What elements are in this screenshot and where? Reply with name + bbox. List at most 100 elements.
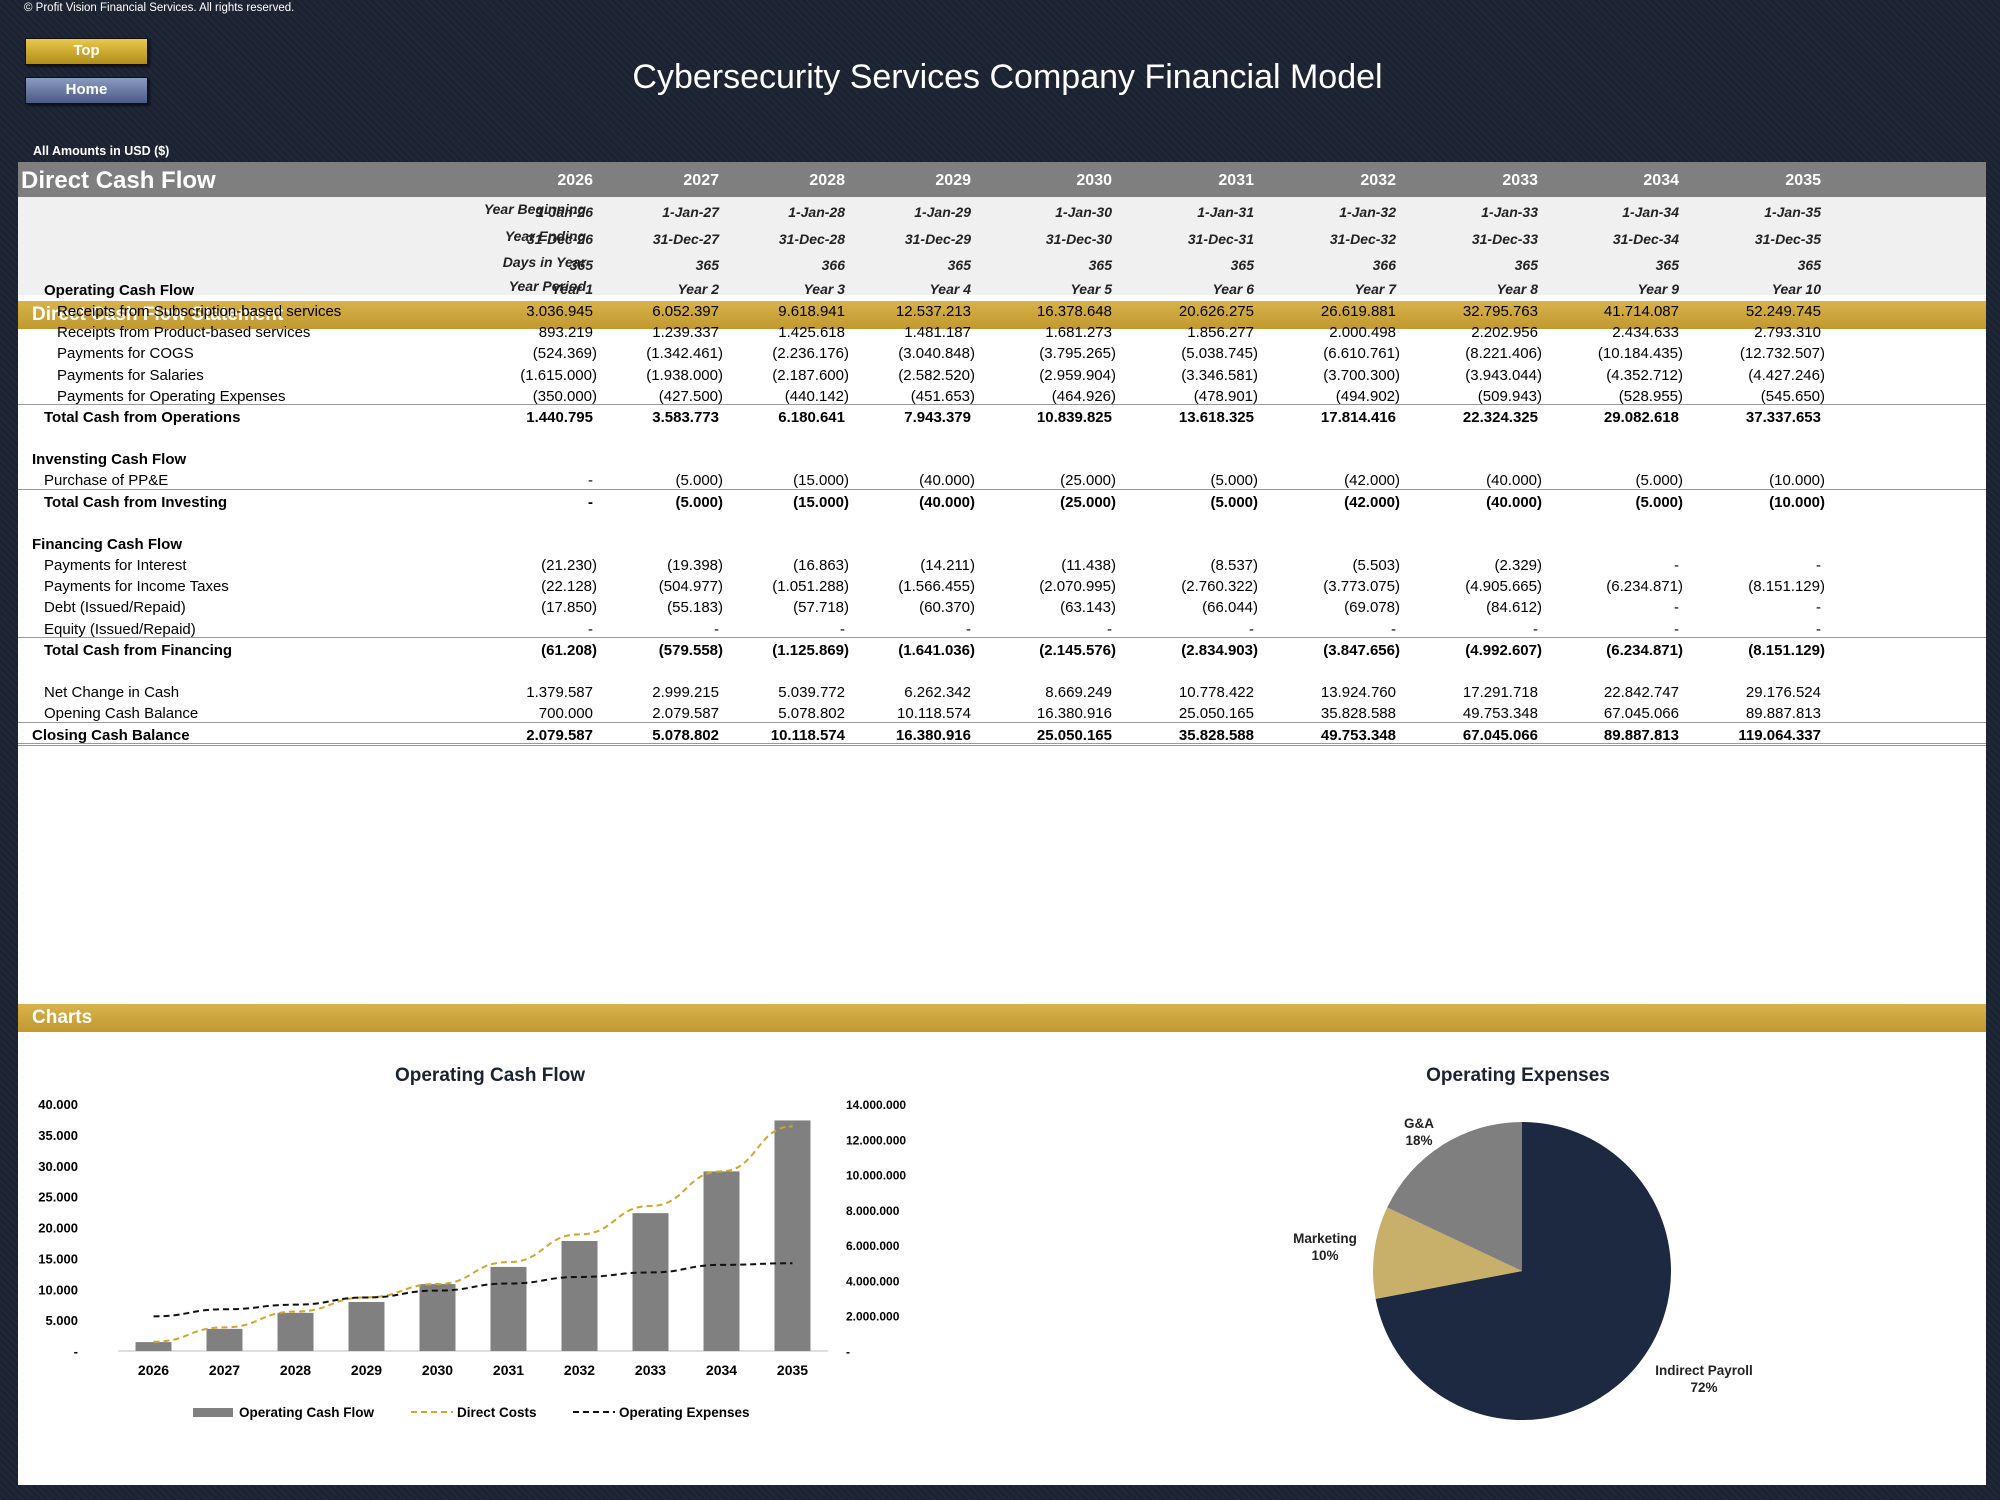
row-value: (40.000) xyxy=(919,494,975,511)
year-header-cell: 2030 xyxy=(1076,172,1112,189)
row-value: (6.610.761) xyxy=(1323,345,1400,363)
row-separator xyxy=(18,404,1986,405)
row-value: 37.337.653 xyxy=(1745,409,1821,426)
row-value: (15.000) xyxy=(793,472,849,489)
row-value: (545.650) xyxy=(1760,387,1825,405)
pie-slice xyxy=(1387,1122,1522,1271)
table-row: Opening Cash Balance 700.000 2.079.587 5.07… xyxy=(18,701,1986,728)
meta-cell: 1-Jan-32 xyxy=(1339,204,1396,220)
row-value: 6.262.342 xyxy=(904,684,971,701)
left-axis-tick-label: 40.000 xyxy=(38,1097,78,1112)
row-value: (14.211) xyxy=(920,557,975,574)
bar-operating-cash-flow xyxy=(277,1312,314,1351)
row-value: 10.778.422 xyxy=(1178,684,1254,701)
row-value: 49.753.348 xyxy=(1462,705,1538,722)
category-label: 2034 xyxy=(706,1362,737,1378)
pie-slice xyxy=(1375,1122,1671,1420)
row-value: - xyxy=(1107,620,1112,638)
row-value: 22.324.325 xyxy=(1462,409,1538,426)
row-value: (4.905.665) xyxy=(1465,578,1542,596)
row-value: (8.221.406) xyxy=(1465,345,1542,363)
meta-cell: 365 xyxy=(1088,257,1112,273)
year-header-cell: 2026 xyxy=(557,172,593,189)
year-header-cell: 2032 xyxy=(1360,172,1396,189)
meta-cell: Year 1 xyxy=(551,281,593,297)
meta-cell: 31-Dec-34 xyxy=(1612,231,1679,247)
left-axis-tick-label: 30.000 xyxy=(38,1159,78,1174)
meta-cell: Year 10 xyxy=(1771,281,1821,297)
table-row: Payments for COGS (524.369) (1.342.461) (2.… xyxy=(18,341,1986,368)
right-axis-tick-label: 12.000.000 xyxy=(846,1133,906,1147)
row-value: 2.079.587 xyxy=(526,727,593,744)
legend-label: Operating Expenses xyxy=(619,1405,750,1420)
left-axis-tick-label: 20.000 xyxy=(38,1221,78,1236)
row-value: - xyxy=(1674,599,1679,617)
row-value: 16.378.648 xyxy=(1036,303,1112,320)
chart-title-operating-cash-flow: Operating Cash Flow xyxy=(394,1065,586,1086)
row-value: (528.955) xyxy=(1618,387,1683,405)
meta-cell: 365 xyxy=(1797,257,1821,273)
meta-cell: Year 5 xyxy=(1070,281,1112,297)
meta-cell: 31-Dec-30 xyxy=(1045,231,1112,247)
meta-cell: Year 2 xyxy=(677,281,719,297)
legend-label: Direct Costs xyxy=(457,1405,537,1420)
spreadsheet: Direct Cash Flow 2026 2027 2028 2029 2030 203… xyxy=(18,162,1986,1485)
row-value: 35.828.588 xyxy=(1178,727,1254,744)
meta-label: Year Ending xyxy=(504,228,586,244)
bar-operating-cash-flow xyxy=(703,1171,740,1351)
row-value: 67.045.066 xyxy=(1603,705,1679,722)
table-row: Total Cash from Financing (61.208) (579.55… xyxy=(18,638,1986,665)
row-value: - xyxy=(1249,620,1254,638)
home-button[interactable]: Home xyxy=(25,77,148,104)
row-value: (84.612) xyxy=(1486,599,1542,617)
meta-cell: 365 xyxy=(1230,257,1254,273)
table-row: Financing Cash Flow xyxy=(18,532,1986,559)
table-row: Total Cash from Investing - (5.000) (15.000… xyxy=(18,490,1986,517)
table-row: Equity (Issued/Repaid) - - - - - - - - - - xyxy=(18,617,1986,644)
row-label: Payments for Salaries xyxy=(57,366,204,384)
row-value: - xyxy=(588,494,593,511)
row-value: (17.850) xyxy=(541,599,597,617)
row-value: 5.039.772 xyxy=(778,684,845,701)
row-label: Invensting Cash Flow xyxy=(32,451,187,468)
row-value: (2.236.176) xyxy=(772,345,849,363)
pie-slice xyxy=(1373,1207,1522,1299)
bar-operating-cash-flow xyxy=(206,1328,243,1351)
meta-cell: 31-Dec-26 xyxy=(526,231,593,247)
row-value: - xyxy=(1816,620,1821,638)
meta-cell: 1-Jan-27 xyxy=(662,204,719,220)
row-value: 700.000 xyxy=(538,705,593,722)
row-value: (10.000) xyxy=(1769,472,1825,489)
bar-operating-cash-flow xyxy=(490,1266,527,1351)
row-value: 41.714.087 xyxy=(1603,303,1679,320)
row-value: (4.427.246) xyxy=(1748,366,1825,384)
row-value: 10.839.825 xyxy=(1036,409,1112,426)
year-header-cell: 2033 xyxy=(1502,172,1538,189)
row-value: (3.040.848) xyxy=(898,345,975,363)
section-title: Direct Cash Flow xyxy=(21,167,216,194)
meta-cell: 31-Dec-29 xyxy=(904,231,971,247)
top-button[interactable]: Top xyxy=(25,38,148,65)
row-value: 17.291.718 xyxy=(1462,684,1538,701)
table-row: Payments for Salaries (1.615.000) (1.938.0… xyxy=(18,363,1986,390)
table-row: Invensting Cash Flow xyxy=(18,447,1986,474)
meta-cell: 1-Jan-29 xyxy=(914,204,971,220)
row-value: (21.230) xyxy=(541,557,597,574)
row-value: 22.842.747 xyxy=(1603,684,1679,701)
left-axis-tick-label: 5.000 xyxy=(45,1313,78,1328)
meta-label: Year Beginning xyxy=(483,201,586,217)
row-value: (1.615.000) xyxy=(520,366,597,384)
row-value: 89.887.813 xyxy=(1745,705,1821,722)
category-label: 2031 xyxy=(493,1362,524,1378)
meta-cell: 31-Dec-31 xyxy=(1187,231,1254,247)
row-value: (2.959.904) xyxy=(1039,366,1116,384)
row-value: (60.370) xyxy=(919,599,975,617)
category-label: 2032 xyxy=(564,1362,595,1378)
row-value: (2.187.600) xyxy=(772,366,849,384)
row-value: (2.760.322) xyxy=(1181,578,1258,596)
row-value: (524.369) xyxy=(532,345,597,363)
row-value: (22.128) xyxy=(541,578,597,596)
table-row: Payments for Income Taxes (22.128) (504.97… xyxy=(18,574,1986,601)
row-value: (2.329) xyxy=(1494,557,1542,574)
bar-operating-cash-flow xyxy=(348,1301,385,1351)
